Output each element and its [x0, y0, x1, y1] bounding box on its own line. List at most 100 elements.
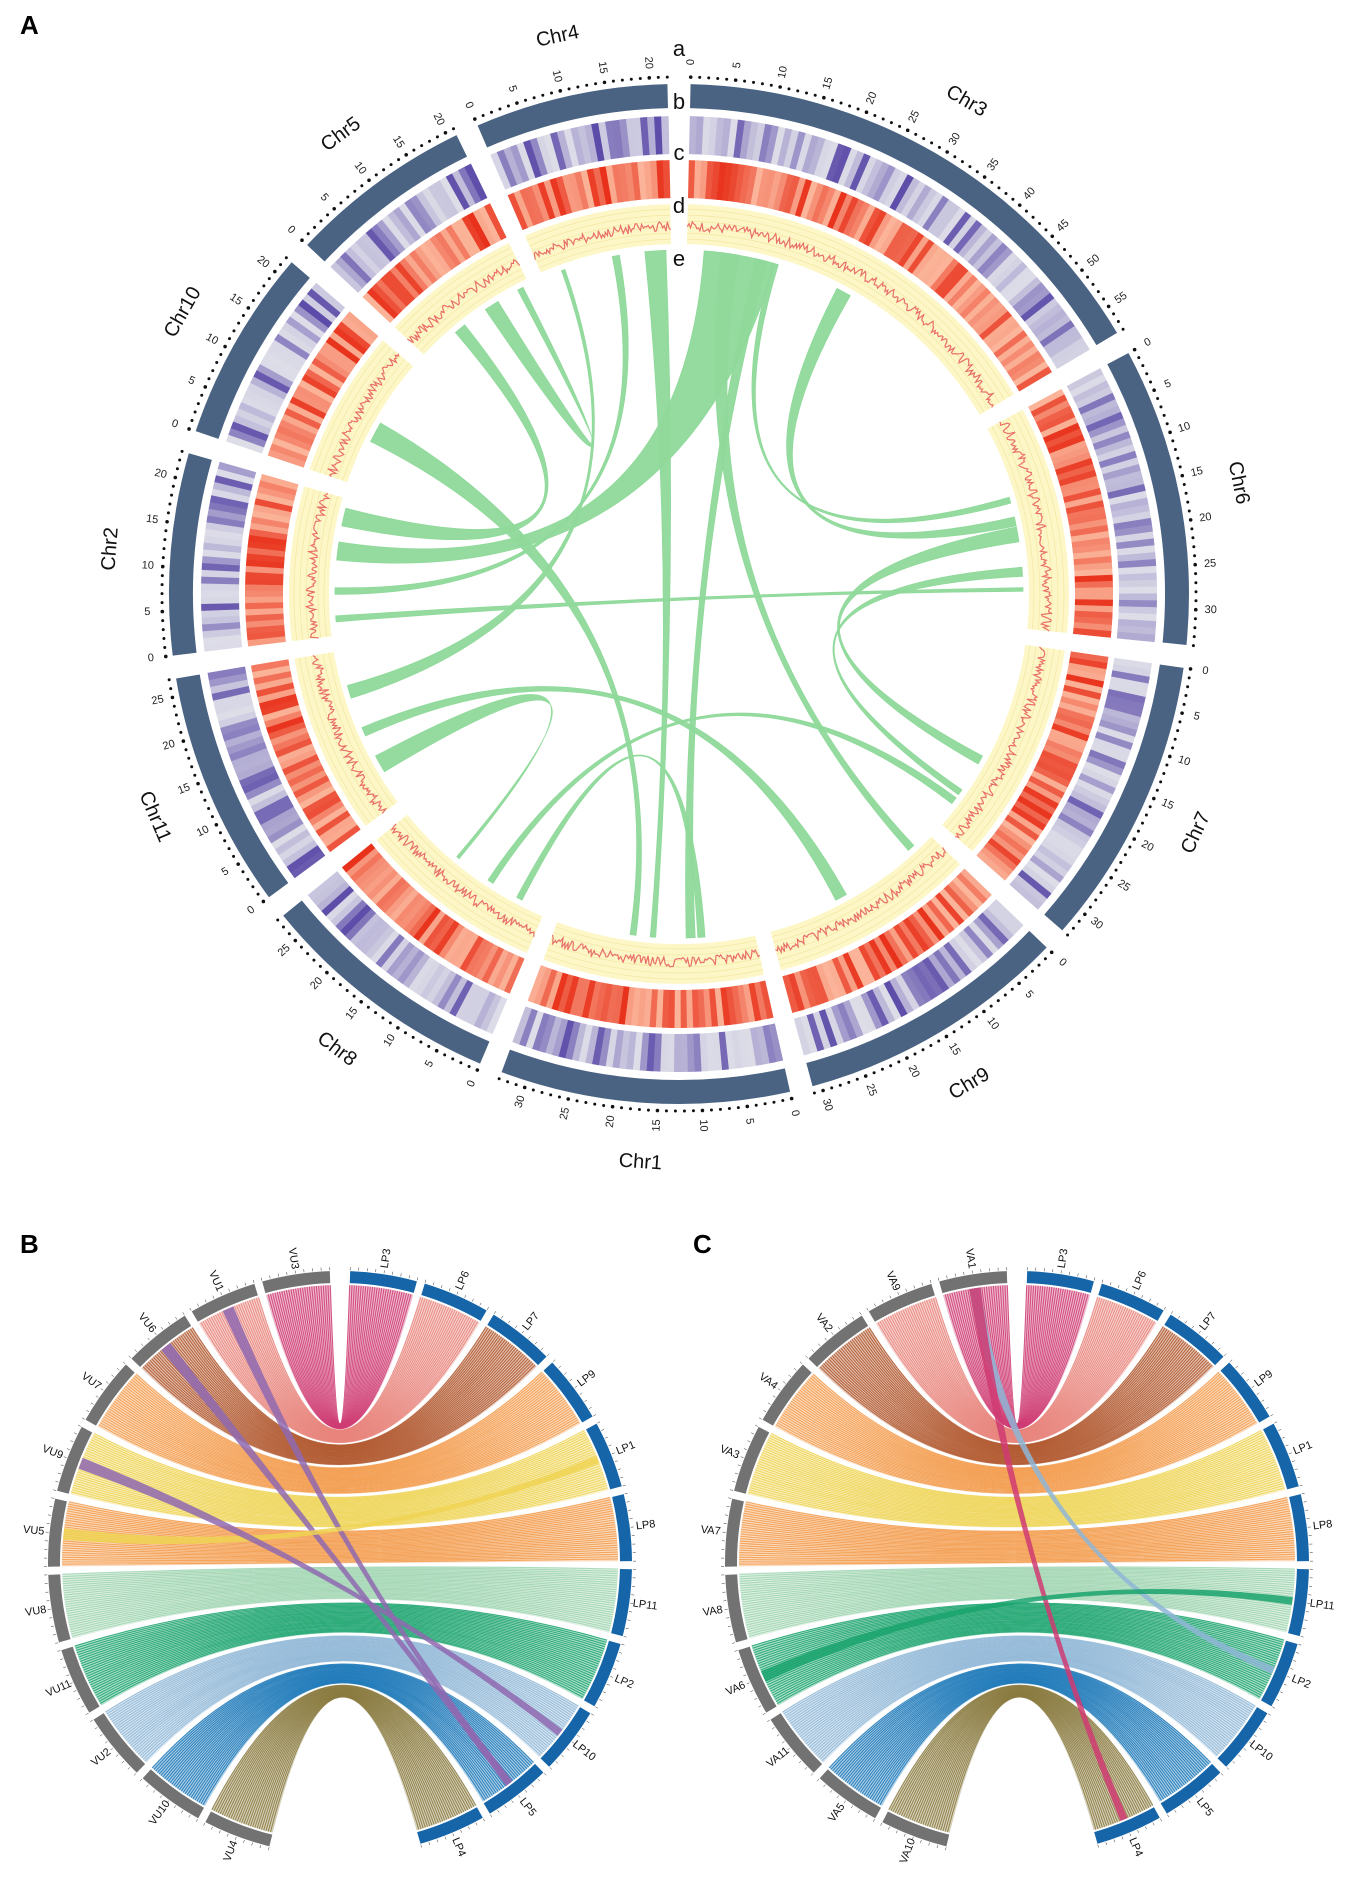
tick-mark — [975, 170, 979, 174]
tick-mark — [1194, 581, 1198, 585]
tick-mark — [838, 1083, 842, 1087]
synteny-ribbon-line — [269, 1293, 410, 1429]
synteny-ribbon-line — [788, 1640, 1250, 1723]
tick-mark — [1178, 465, 1182, 469]
synteny-ribbon-line — [739, 1549, 1295, 1559]
synteny-ribbon — [105, 1636, 579, 1763]
synteny-ribbon-line — [744, 1588, 1291, 1619]
heat-bin — [667, 989, 675, 1028]
chromosome-va1 — [939, 1271, 1008, 1294]
density-bin — [376, 219, 406, 254]
synteny-ribbon-line — [183, 1331, 495, 1449]
synteny-ribbon-line — [821, 1660, 1219, 1762]
synteny-ribbon-line — [238, 1303, 441, 1434]
chromosome-label: VU8 — [24, 1604, 47, 1619]
tick-mark — [1024, 975, 1028, 979]
tick-label: 5 — [743, 1117, 756, 1125]
tick-label: 0 — [685, 59, 697, 65]
synteny-ribbon-line — [196, 1680, 491, 1802]
tick-mark — [1140, 821, 1144, 825]
tick-mark — [193, 773, 197, 777]
heat-bin — [805, 182, 825, 221]
synteny-ribbon-line — [748, 1596, 1288, 1635]
line-track-grid — [968, 649, 1061, 849]
synteny-ribbon-line — [79, 1610, 603, 1662]
tick-mark — [810, 1773, 814, 1776]
tick-mark — [345, 988, 349, 992]
tick-mark — [1162, 413, 1166, 417]
tick-mark — [1256, 1392, 1260, 1395]
tick-label: 20 — [604, 1115, 617, 1129]
density-bin — [294, 304, 329, 334]
tick-mark — [515, 101, 519, 105]
density-bin — [244, 388, 282, 412]
synteny-ribbon-line — [744, 1501, 1289, 1535]
tick-mark — [436, 1839, 439, 1843]
tick-mark — [346, 195, 350, 199]
heat-bin — [1040, 417, 1078, 439]
synteny-ribbon-line — [188, 1677, 499, 1797]
tick-mark — [606, 1683, 610, 1686]
chromosome-lp11 — [1288, 1569, 1309, 1637]
synteny-ribbon-line — [71, 1597, 610, 1637]
tick-mark — [1208, 1784, 1211, 1788]
synteny-ribbon-line — [810, 1654, 1229, 1750]
tick-mark — [163, 654, 168, 659]
cross-ribbon — [760, 1589, 1293, 1682]
synteny-ribbon-line — [806, 1378, 1226, 1472]
density-bin — [208, 501, 248, 516]
synteny-ribbon-line — [62, 1570, 618, 1582]
density-bin — [824, 1006, 845, 1046]
density-bin — [381, 215, 411, 250]
synteny-ribbon-line — [79, 1609, 604, 1660]
density-bin — [764, 125, 780, 164]
tick-mark — [989, 1004, 993, 1008]
tick-mark — [707, 76, 711, 80]
chromosome-lp7 — [1164, 1314, 1224, 1366]
synteny-ribbon-line — [125, 1383, 554, 1475]
line-track-grid — [342, 362, 410, 481]
heat-bin — [497, 953, 520, 992]
synteny-ribbon-line — [124, 1648, 561, 1739]
density-bin — [380, 937, 410, 972]
tick-mark — [1109, 875, 1113, 880]
tick-mark — [743, 1674, 747, 1677]
heat-bin — [1058, 701, 1097, 719]
density-bin — [1104, 470, 1143, 487]
synteny-ribbon-line — [122, 1387, 557, 1477]
heat-bin — [831, 957, 853, 995]
chromosome-label: LP3 — [379, 1248, 394, 1269]
density-bin — [538, 1014, 556, 1053]
heat-bin — [563, 975, 580, 1014]
tick-mark — [165, 519, 169, 524]
synteny-ribbon-line — [739, 1558, 1295, 1565]
tick-mark — [1194, 590, 1198, 594]
synteny-ribbon-line — [879, 1682, 1163, 1806]
heat-bin — [618, 986, 630, 1025]
synteny-ribbon-line — [782, 1635, 1256, 1713]
tick-label: 15 — [1160, 796, 1176, 812]
heat-bin — [561, 174, 579, 213]
track-letter-b: b — [673, 89, 685, 114]
heat-bin — [255, 682, 295, 698]
tick-label: 0 — [462, 100, 475, 110]
synteny-ribbon-line — [854, 1673, 1187, 1789]
tick-mark — [404, 153, 408, 157]
density-bin — [1088, 749, 1127, 770]
tick-label: 5 — [144, 606, 151, 618]
density-bin — [1090, 424, 1129, 445]
heat-bin — [888, 927, 914, 963]
synteny-ribbon-line — [83, 1614, 600, 1671]
density-bin — [783, 129, 800, 169]
synteny-ribbon-line — [82, 1454, 597, 1511]
density-bin — [224, 729, 263, 749]
density-bin — [1083, 761, 1122, 783]
tick-mark — [747, 1440, 751, 1443]
chromosome-label: VA10 — [898, 1837, 918, 1866]
line-track-grid — [687, 232, 990, 410]
line-track-grid — [415, 268, 522, 348]
density-bin — [1016, 287, 1051, 317]
synteny-ribbon-line — [883, 1317, 1150, 1442]
chromosome-label: LP5 — [517, 1796, 538, 1819]
density-bin — [836, 1002, 858, 1041]
